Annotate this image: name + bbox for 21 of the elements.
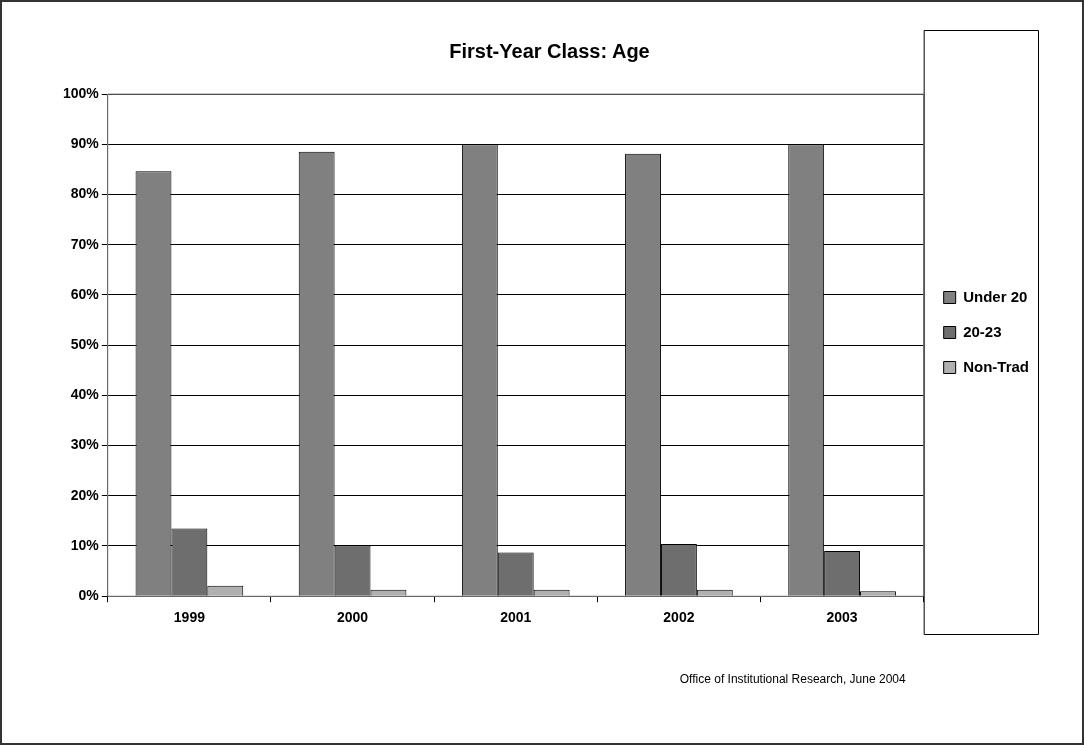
x-tick-label: 2001 bbox=[500, 609, 532, 626]
y-tick-label: 50% bbox=[70, 335, 100, 352]
y-tick-label: 60% bbox=[70, 285, 100, 302]
x-tick-label: 1999 bbox=[173, 609, 206, 626]
y-tick-label: 30% bbox=[70, 436, 100, 453]
x-tick-label: 2002 bbox=[663, 609, 695, 626]
text: Office of Institutional Research, June 2004 bbox=[679, 672, 906, 687]
legend-label: 20-23 bbox=[963, 322, 1002, 340]
y-tick-label: 100% bbox=[62, 84, 100, 101]
legend-label: Non-Trad bbox=[963, 357, 1030, 375]
y-tick-label: 0% bbox=[78, 587, 100, 604]
y-tick-label: 10% bbox=[70, 536, 100, 553]
y-tick-label: 40% bbox=[70, 386, 100, 403]
y-tick-label: 70% bbox=[70, 235, 100, 252]
x-tick-label: 2000 bbox=[336, 609, 369, 626]
chart-title: First-Year Class: Age bbox=[449, 39, 650, 62]
y-tick-label: 80% bbox=[70, 185, 100, 202]
y-tick-label: 90% bbox=[70, 135, 100, 152]
legend-label: Under 20 bbox=[963, 287, 1028, 305]
x-tick-label: 2003 bbox=[826, 609, 858, 626]
y-tick-label: 20% bbox=[70, 486, 100, 503]
